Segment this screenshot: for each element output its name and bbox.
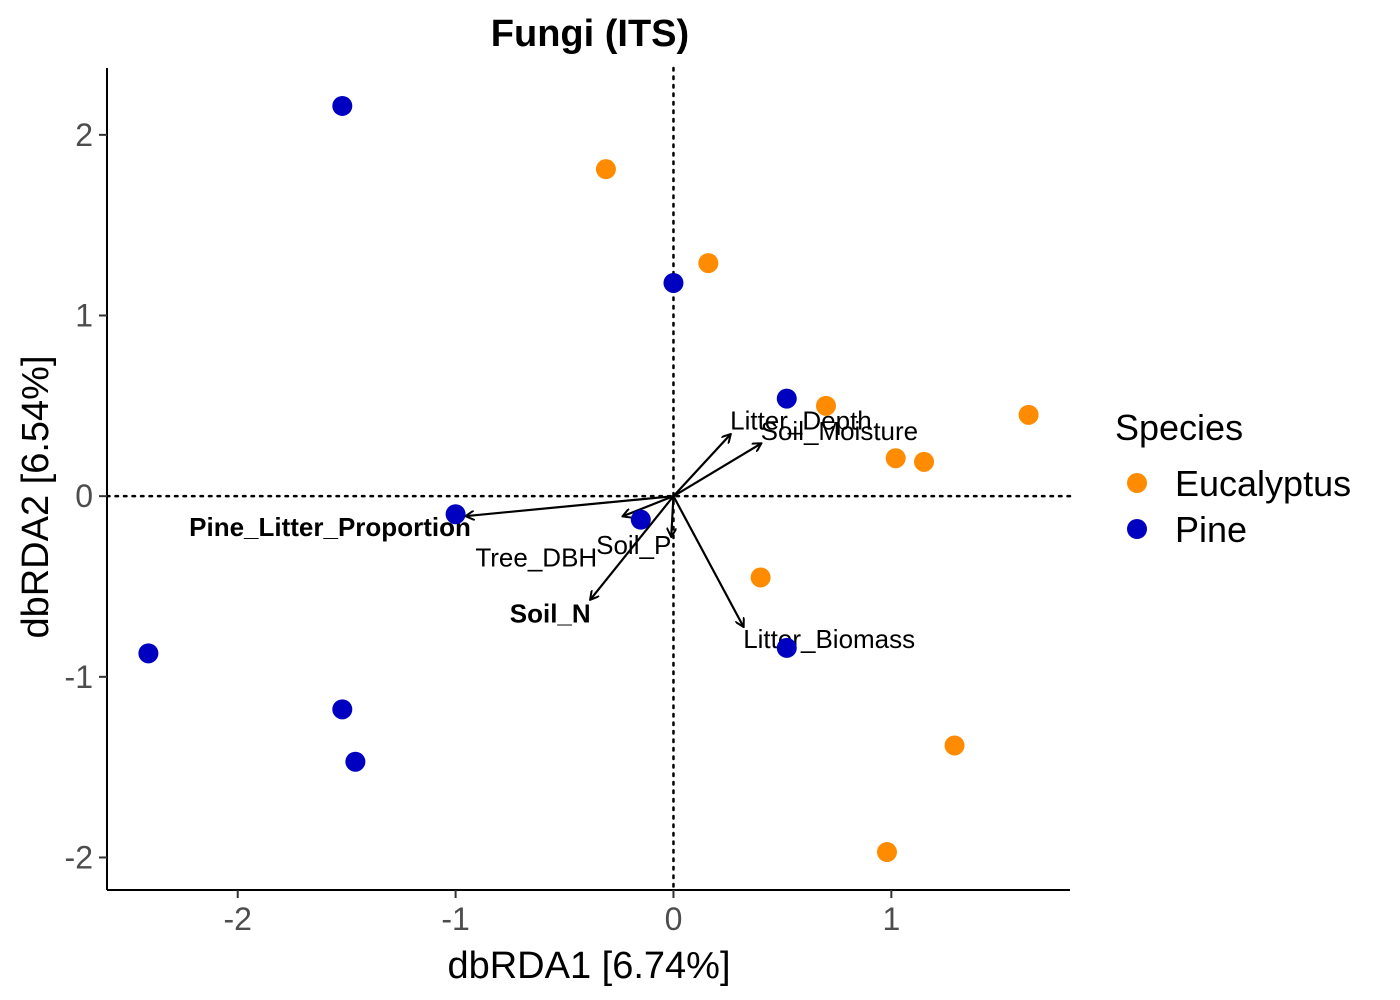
point-eucalyptus xyxy=(914,451,935,472)
point-eucalyptus xyxy=(876,842,897,863)
vector-label-soil-moisture: Soil_Moisture xyxy=(761,416,919,446)
y-axis-ticks: -2 -1 0 1 2 xyxy=(65,117,107,875)
point-pine xyxy=(138,643,159,664)
x-tick-label: 1 xyxy=(882,901,900,937)
point-eucalyptus xyxy=(595,159,616,180)
vector-label-litter-biomass: Litter_Biomass xyxy=(743,624,915,654)
point-eucalyptus xyxy=(815,395,836,416)
point-eucalyptus xyxy=(1018,404,1039,425)
y-axis-title: dbRDA2 [6.54%] xyxy=(15,355,57,638)
legend-key-eucalyptus xyxy=(1127,473,1147,493)
x-tick-label: -2 xyxy=(223,901,251,937)
point-eucalyptus xyxy=(750,567,771,588)
y-tick-label: 1 xyxy=(75,298,93,334)
vector-label-litter-depth: Litter_Depth xyxy=(730,405,872,435)
point-pine xyxy=(445,504,466,525)
point-pine xyxy=(663,272,684,293)
y-tick-label: -2 xyxy=(65,839,93,875)
y-tick-label: -1 xyxy=(65,659,93,695)
vector-label-soil-p: Soil_P xyxy=(596,530,671,560)
vector-arrow-litter-biomass xyxy=(672,495,743,626)
legend: Species Eucalyptus Pine xyxy=(1115,407,1351,550)
sample-points xyxy=(138,95,1039,863)
point-pine xyxy=(345,751,366,772)
point-pine xyxy=(630,509,651,530)
y-tick-label: 2 xyxy=(75,117,93,153)
vector-arrow-soil-n xyxy=(591,495,675,599)
legend-label-eucalyptus: Eucalyptus xyxy=(1175,463,1351,504)
point-pine xyxy=(332,699,353,720)
x-axis-title: dbRDA1 [6.74%] xyxy=(447,945,730,987)
point-pine xyxy=(776,637,797,658)
legend-label-pine: Pine xyxy=(1175,509,1247,550)
legend-key-pine xyxy=(1127,519,1147,539)
axes xyxy=(106,68,1070,891)
x-tick-label: -1 xyxy=(441,901,469,937)
point-pine xyxy=(776,388,797,409)
legend-title: Species xyxy=(1115,407,1243,448)
vector-label-soil-n: Soil_N xyxy=(510,599,591,629)
vector-label-pine-litter-proportion: Pine_Litter_Proportion xyxy=(189,512,471,542)
point-pine xyxy=(332,95,353,116)
vector-label-tree-dbh: Tree_DBH xyxy=(475,543,597,573)
x-tick-label: 0 xyxy=(665,901,683,937)
reference-lines xyxy=(105,66,1072,892)
vector-arrow-tree-dbh xyxy=(623,495,674,516)
vector-arrow-soil-moisture xyxy=(672,444,760,498)
vector-arrow-litter-depth xyxy=(672,435,730,497)
x-axis-ticks: -2 -1 0 1 xyxy=(223,890,900,937)
point-eucalyptus xyxy=(885,448,906,469)
point-eucalyptus xyxy=(944,735,965,756)
point-eucalyptus xyxy=(698,253,719,274)
y-tick-label: 0 xyxy=(75,478,93,514)
chart-title: Fungi (ITS) xyxy=(491,13,689,55)
vector-arrow-pine-litter-proportion xyxy=(466,495,674,516)
vector-arrow-soil-p xyxy=(671,496,673,536)
